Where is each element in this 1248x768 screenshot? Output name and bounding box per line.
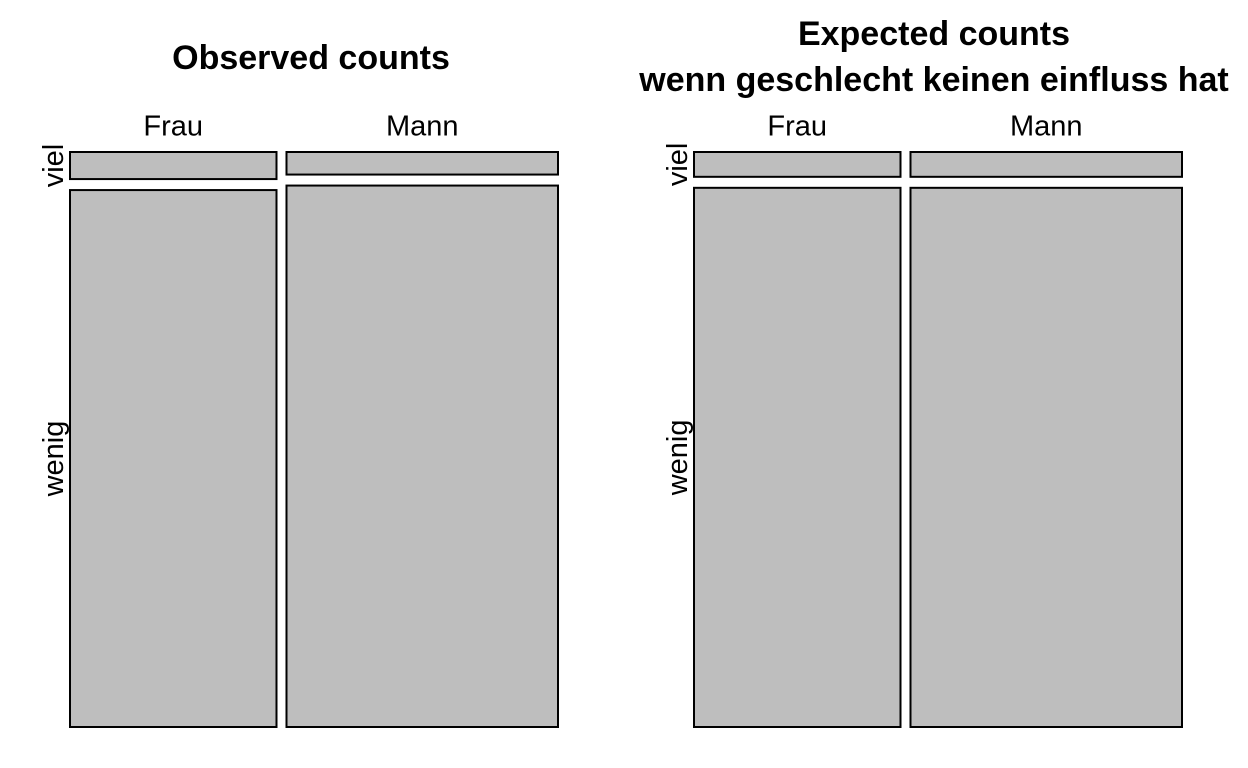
row-label-viel: viel	[38, 144, 70, 188]
panel-title: Expected counts	[798, 15, 1070, 53]
row-label-wenig: wenig	[662, 420, 694, 497]
tile-frau-wenig	[693, 186, 902, 729]
panel-subtitle: wenn geschlecht keinen einfluss hat	[638, 61, 1229, 99]
row-label-viel: viel	[662, 143, 694, 187]
tile-mann-wenig	[909, 186, 1183, 729]
tile-frau-viel	[693, 151, 902, 178]
tile-mann-wenig	[285, 184, 559, 728]
column-label-mann: Mann	[1010, 111, 1083, 143]
tile-frau-viel	[69, 151, 278, 181]
column-label-mann: Mann	[386, 111, 459, 143]
panel-title: Observed counts	[172, 39, 450, 77]
column-label-frau: Frau	[143, 111, 203, 143]
mosaic-panel-2: Expected counts wenn geschlecht keinen ei…	[638, 15, 1229, 729]
tile-frau-wenig	[69, 189, 278, 728]
mosaic-panel-1: Observed counts Frau Mann viel wenig	[38, 39, 559, 728]
column-label-frau: Frau	[767, 111, 827, 143]
tile-mann-viel	[909, 151, 1183, 178]
row-label-wenig: wenig	[38, 421, 70, 498]
tile-mann-viel	[285, 151, 559, 176]
